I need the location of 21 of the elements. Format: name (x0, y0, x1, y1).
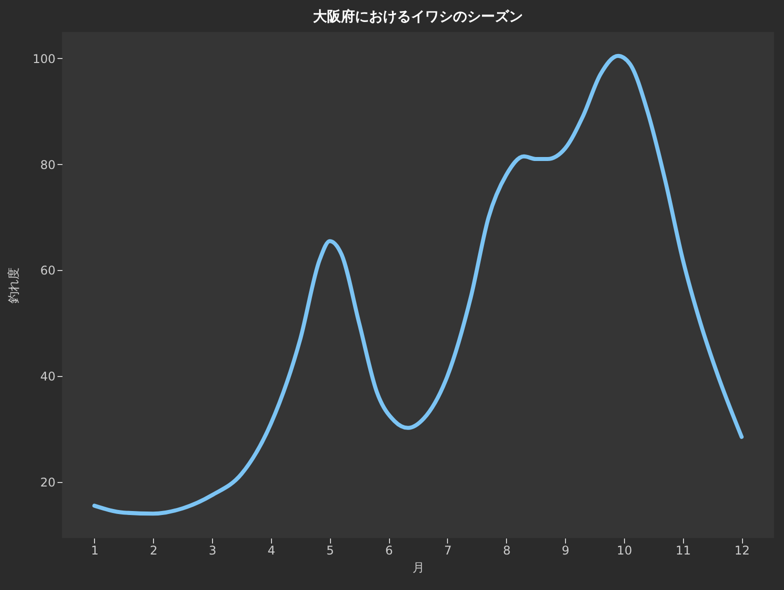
y-tick-label: 60 (40, 264, 56, 278)
x-tick-label: 8 (502, 544, 511, 558)
line-series (92, 54, 744, 516)
x-tick-label: 7 (444, 544, 452, 558)
x-tick-label: 12 (734, 544, 750, 558)
x-tick-label: 4 (268, 544, 276, 558)
x-tick-label: 2 (150, 544, 158, 558)
y-axis-title: 釣れ度 (6, 268, 21, 304)
x-tick-label: 6 (385, 544, 393, 558)
x-tick-label: 11 (676, 544, 691, 558)
chart-title: 大阪府におけるイワシのシーズン (313, 8, 523, 25)
x-tick-label: 9 (562, 544, 570, 558)
y-tick-label: 80 (40, 158, 56, 172)
y-tick-label: 20 (40, 475, 56, 490)
x-axis-title: 月 (412, 560, 424, 574)
y-tick-label: 100 (32, 52, 56, 66)
x-tick-label: 1 (91, 544, 99, 558)
y-tick-label: 40 (40, 370, 56, 384)
x-tick-label: 5 (326, 544, 334, 558)
x-tick-label: 10 (616, 544, 632, 558)
x-tick-label: 3 (208, 544, 216, 558)
